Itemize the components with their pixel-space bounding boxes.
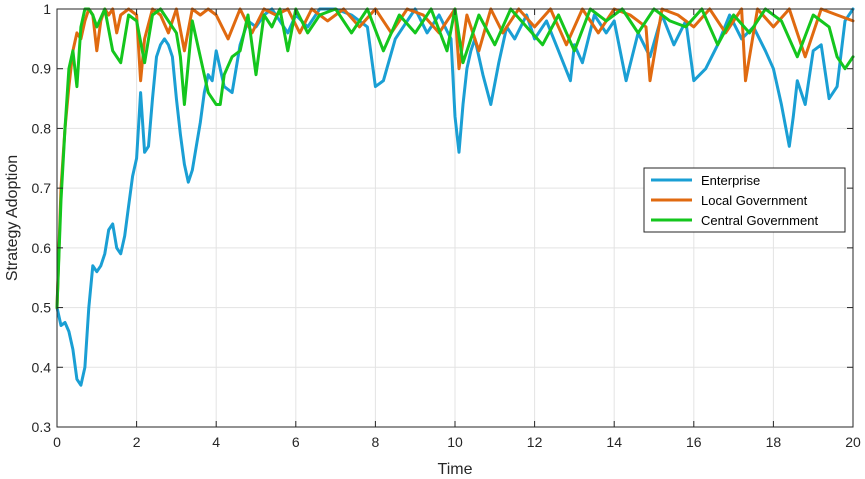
y-tick-label: 0.9: [32, 61, 52, 77]
legend-label: Central Government: [701, 213, 818, 228]
series-lines: [55, 7, 855, 387]
y-tick-label: 0.5: [32, 300, 52, 316]
x-axis-title: Time: [438, 461, 473, 478]
x-axis-ticks: 0 2 4 6 8 10 12 14 16 18 20: [53, 9, 861, 450]
y-tick-label: 0.7: [32, 180, 52, 196]
x-tick-label: 16: [686, 434, 702, 450]
y-tick-label: 0.8: [32, 120, 52, 136]
legend: Enterprise Local Government Central Govern…: [643, 167, 846, 233]
x-tick-label: 6: [292, 434, 300, 450]
y-tick-label: 0.4: [32, 359, 52, 375]
y-axis-ticks: 0.3 0.4 0.5 0.6 0.7 0.8 0.9 1: [32, 1, 853, 435]
x-tick-label: 4: [212, 434, 220, 450]
x-tick-label: 20: [845, 434, 861, 450]
x-tick-label: 12: [527, 434, 543, 450]
y-tick-label: 0.3: [32, 419, 52, 435]
series-line-2: [55, 7, 855, 310]
x-tick-label: 10: [447, 434, 463, 450]
x-tick-label: 14: [606, 434, 622, 450]
y-tick-label: 0.6: [32, 240, 52, 256]
legend-label: Local Government: [701, 193, 808, 208]
legend-label: Enterprise: [701, 173, 760, 188]
x-tick-label: 0: [53, 434, 61, 450]
x-tick-label: 8: [372, 434, 380, 450]
x-tick-label: 18: [766, 434, 782, 450]
x-tick-label: 2: [133, 434, 141, 450]
y-axis-title: Strategy Adoption: [4, 155, 21, 281]
y-tick-label: 1: [43, 1, 51, 17]
